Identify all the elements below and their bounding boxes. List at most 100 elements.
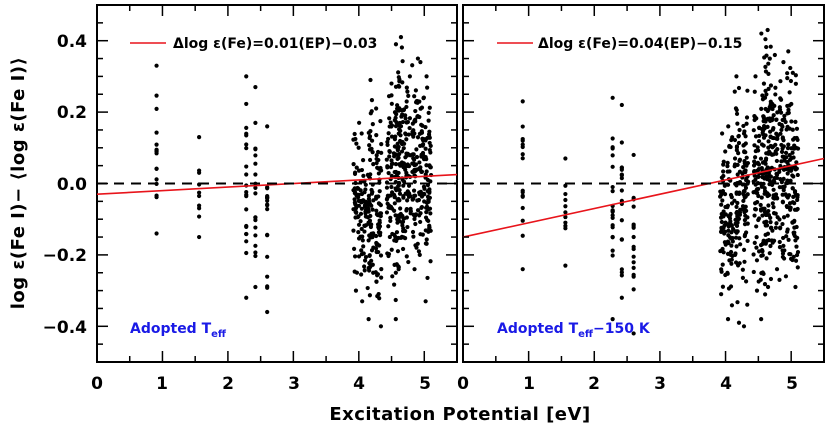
data-point [370,189,375,195]
data-point [410,121,415,126]
data-point [742,129,747,134]
data-point [353,136,358,142]
data-point [369,138,375,143]
data-point [734,204,739,209]
data-point [374,233,379,239]
data-point [413,88,418,93]
data-point [407,116,413,121]
data-point [520,99,525,104]
data-point [784,155,789,160]
data-point [779,159,784,164]
data-point [735,121,740,126]
panel-annotation: Adopted Teff [130,321,227,340]
data-point [756,139,762,144]
data-point [775,110,780,115]
data-point [778,226,783,231]
data-point [780,235,786,241]
data-point [403,191,408,196]
data-point [728,192,734,198]
data-point [758,202,763,208]
data-point [780,251,786,256]
data-point [427,189,432,194]
data-point [358,199,364,205]
data-point [398,138,403,144]
data-point [399,45,404,50]
data-point [398,235,403,240]
data-point [419,105,425,110]
axis-ticks [462,4,825,363]
data-point [377,218,382,223]
data-point [385,164,390,169]
data-point [765,124,770,130]
data-point [761,114,766,119]
data-point [244,231,249,237]
data-point [736,151,741,156]
data-point [377,201,382,207]
data-point [783,150,789,156]
data-point [428,179,433,184]
data-point [768,243,773,249]
data-point [404,254,409,259]
data-point [244,125,249,130]
data-point [563,210,568,215]
data-point [389,93,394,98]
data-point [154,166,159,171]
data-point [404,104,409,110]
data-point [780,221,785,227]
data-point [418,165,423,170]
data-point [732,89,737,94]
data-point [759,195,764,200]
data-point [785,146,791,151]
data-point [426,110,431,115]
data-point [763,133,768,138]
y-tick-label: −0.2 [43,246,87,266]
data-point [563,263,568,268]
data-point [727,258,732,263]
data-point [619,167,624,172]
data-point [742,259,747,264]
data-point [745,215,750,220]
data-point [406,132,411,137]
data-point [367,293,372,298]
x-tick-labels: 0 1 2 3 4 5 0 1 2 3 4 5 [91,374,798,394]
data-point [721,169,726,174]
annotation-subscript: eff [578,329,594,340]
data-point [385,193,390,198]
data-point [719,269,724,274]
data-point [737,236,742,241]
data-point [417,99,422,104]
data-point [374,208,379,213]
data-point [732,162,738,167]
data-point [734,111,740,116]
data-point [393,115,398,120]
data-point [774,221,779,226]
data-point [361,244,366,249]
data-point [362,264,367,269]
data-point [398,35,404,40]
data-point [400,220,405,225]
data-point [379,267,384,272]
data-point [398,133,403,138]
data-point [389,173,394,178]
data-point [785,213,790,218]
data-point [734,209,740,215]
x-tick-label: 5 [786,374,798,394]
data-point [791,254,796,259]
data-point [795,249,801,255]
data-point [404,137,409,142]
data-point [771,152,776,157]
data-point [417,160,422,165]
data-point [610,317,615,322]
data-point [425,217,430,223]
data-point [396,144,401,150]
data-point [422,186,427,191]
data-point [375,149,381,155]
data-point [384,185,390,190]
data-point [253,218,258,223]
data-point [741,324,747,329]
data-point [610,184,615,190]
data-point [753,207,758,212]
y-tick-label: −0.4 [43,318,88,338]
data-point [359,206,364,211]
data-point [419,204,425,210]
